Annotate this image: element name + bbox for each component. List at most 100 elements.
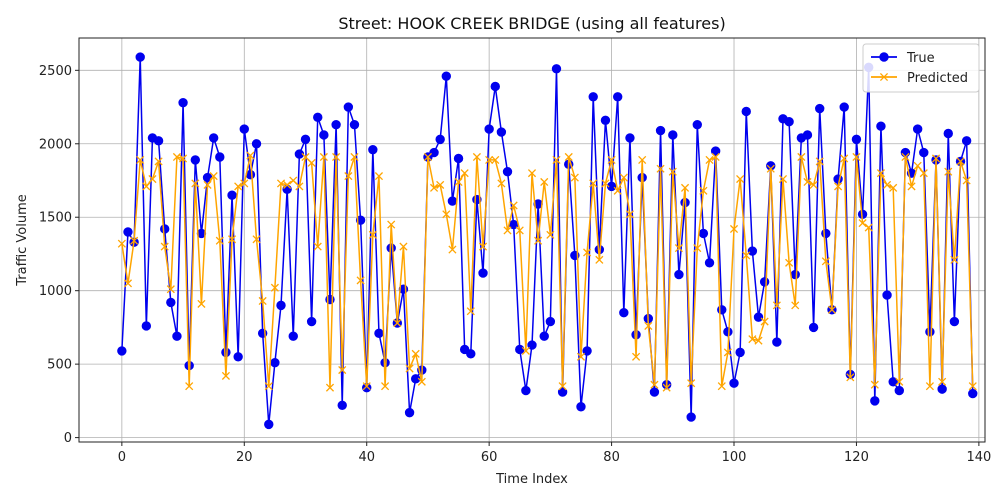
data-point-true: [123, 227, 133, 237]
data-point-true: [655, 125, 666, 136]
data-point-predicted: [123, 279, 133, 288]
data-point-true: [190, 155, 201, 165]
data-point-true: [153, 136, 164, 146]
data-point-predicted: [821, 257, 830, 266]
data-point-predicted: [950, 255, 959, 264]
data-point-predicted: [711, 152, 720, 162]
data-point-true: [710, 146, 721, 156]
data-point-predicted: [919, 169, 928, 178]
data-point-predicted: [246, 151, 255, 160]
data-point-predicted: [558, 382, 567, 391]
data-point-predicted: [436, 180, 445, 189]
data-point-true: [478, 268, 488, 278]
data-point-true: [735, 347, 745, 358]
data-point-predicted: [729, 224, 739, 234]
data-point-predicted: [840, 154, 849, 163]
data-point-true: [386, 243, 396, 253]
data-point-predicted: [705, 155, 714, 164]
data-point-true: [808, 322, 819, 333]
data-point-predicted: [913, 161, 922, 170]
x-tick-label: 80: [603, 450, 620, 465]
data-point-predicted: [760, 317, 769, 326]
data-point-predicted: [423, 152, 432, 162]
data-point-predicted: [185, 382, 194, 391]
data-point-predicted: [417, 377, 426, 386]
data-point-predicted: [815, 157, 824, 166]
data-point-true: [410, 374, 421, 384]
data-point-true: [374, 328, 384, 338]
legend-marker-true: [879, 52, 889, 62]
data-point-true: [668, 130, 678, 140]
data-point-predicted: [668, 167, 677, 176]
data-point-predicted: [540, 177, 549, 187]
data-point-true: [141, 321, 152, 331]
data-point-true: [435, 134, 445, 145]
data-point-predicted: [485, 155, 494, 164]
data-point-true: [239, 124, 249, 134]
data-point-predicted: [130, 236, 139, 245]
legend-marker-predicted: [879, 72, 889, 82]
data-point-true: [888, 377, 898, 387]
data-point-predicted: [276, 179, 286, 188]
data-point-predicted: [509, 201, 518, 210]
data-point-true: [135, 52, 145, 62]
data-point-predicted: [154, 157, 163, 166]
data-point-predicted: [613, 186, 622, 195]
data-point-predicted: [527, 169, 537, 178]
data-point-true: [484, 124, 494, 134]
data-point-true: [692, 119, 702, 130]
data-point-true: [117, 346, 127, 356]
data-point-true: [306, 316, 317, 327]
data-point-true: [802, 130, 813, 140]
data-point-true: [294, 149, 305, 159]
data-point-predicted: [962, 176, 971, 185]
data-point-true: [759, 277, 770, 287]
data-point-true: [900, 147, 911, 158]
data-point-predicted: [325, 383, 335, 392]
x-tick-label: 40: [358, 450, 375, 465]
data-point-predicted: [332, 152, 341, 162]
data-point-predicted: [736, 174, 745, 184]
data-point-predicted: [938, 377, 947, 386]
data-point-predicted: [576, 352, 586, 361]
data-point-true: [270, 357, 280, 368]
data-point-true: [172, 331, 182, 341]
data-point-predicted: [258, 296, 267, 306]
data-point-true: [625, 133, 635, 143]
series-line-predicted: [121, 154, 974, 389]
data-point-predicted: [442, 210, 451, 219]
data-point-predicted: [521, 346, 530, 355]
data-point-true: [557, 387, 568, 397]
data-point-predicted: [772, 301, 781, 310]
data-point-predicted: [148, 174, 157, 184]
data-point-true: [429, 147, 439, 158]
data-point-true: [539, 331, 549, 341]
data-point-true: [441, 71, 451, 81]
data-point-predicted: [834, 182, 843, 191]
x-tick-label: 60: [481, 450, 498, 465]
data-point-predicted: [882, 180, 892, 189]
data-point-true: [276, 300, 286, 311]
data-point-true: [368, 144, 378, 155]
data-point-true: [753, 312, 764, 322]
data-point-true: [264, 419, 274, 430]
data-point-true: [582, 346, 592, 356]
data-point-true: [961, 136, 972, 146]
data-point-predicted: [931, 154, 941, 163]
data-point-predicted: [809, 180, 818, 189]
data-point-true: [490, 81, 500, 92]
x-axis: 0 20 40 60 80 100 120 140: [118, 442, 991, 465]
data-point-predicted: [393, 318, 402, 328]
data-point-predicted: [632, 352, 641, 361]
data-point-true: [545, 316, 556, 327]
data-point-predicted: [460, 169, 469, 178]
data-point-predicted: [564, 152, 573, 162]
data-point-predicted: [778, 174, 788, 184]
legend-marker-shape: [879, 52, 889, 62]
data-point-true: [686, 412, 696, 422]
data-point-true: [925, 327, 935, 337]
data-point-true: [747, 246, 758, 256]
data-point-true: [227, 190, 237, 200]
series-predicted: [117, 151, 977, 392]
